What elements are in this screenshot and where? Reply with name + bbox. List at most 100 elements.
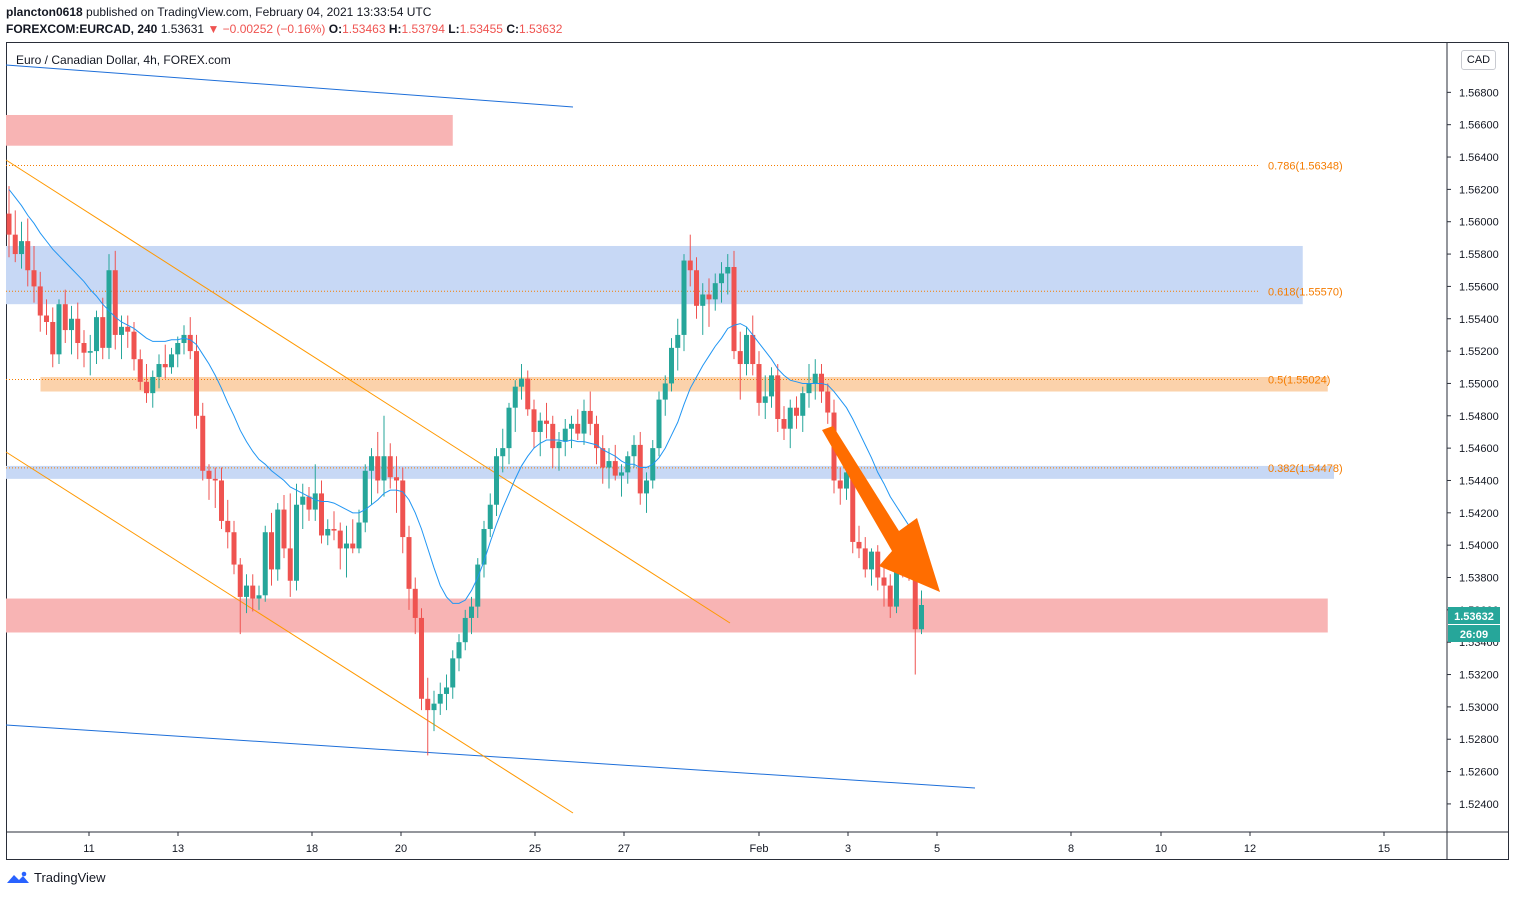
candle [12,210,18,263]
candle-body [356,522,362,549]
candle-body [262,532,268,596]
candle-body [294,504,299,581]
candle-body [712,283,718,300]
candle [487,493,493,538]
candle [344,525,349,578]
candle [44,299,49,335]
x-tick-label: 11 [83,843,94,855]
candle [775,364,781,432]
candle-body [500,448,506,457]
candle-body [225,520,231,533]
lower-trend-line [5,724,976,789]
candle-body [244,585,249,597]
x-tick-label: 3 [845,843,851,855]
chart-legend-title: Euro / Canadian Dollar, 4h, FOREX.com [16,53,231,67]
candle-body [337,530,343,549]
candle-body [331,528,337,531]
x-tick-label: 18 [306,843,318,855]
candle-body [319,493,324,536]
candle-body [594,423,599,449]
candle-body [862,548,868,570]
last-price: 1.53631 [160,22,205,36]
candle-body [706,294,712,300]
zone-support-3 [6,465,1334,479]
candle-body [662,383,668,400]
candle [537,412,543,457]
candle [756,351,762,416]
candle [437,682,443,715]
candle-body [150,376,156,394]
candle [19,221,24,269]
author[interactable]: plancton0618 [6,5,83,19]
candle [781,406,787,441]
x-tick-label: 5 [934,843,940,855]
candle-body [812,373,818,384]
candle-body [606,461,612,468]
candle-body [375,456,381,481]
y-tick-label: 1.56400 [1459,152,1499,164]
candle [525,370,531,416]
candle-body [119,326,124,335]
candle [300,483,306,529]
candle [506,402,512,465]
down-arrow-icon: ▼ [207,22,220,36]
y-tick-label: 1.54800 [1459,411,1499,423]
candle-body [494,456,499,505]
candle-body [581,410,587,434]
candle-body [431,703,437,711]
candle [462,609,468,651]
candle [287,493,293,597]
y-tick-label: 1.53200 [1459,670,1499,682]
candle-body [275,509,281,570]
y-tick-label: 1.54600 [1459,443,1499,455]
candle-body [631,444,637,457]
y-tick-label: 1.53800 [1459,573,1499,585]
candle [62,289,68,344]
candle-body [806,383,812,394]
candle [381,415,387,497]
candle [812,359,818,400]
candle-body [406,537,412,589]
x-tick-label: 12 [1244,843,1256,855]
x-tick-label: Feb [750,843,769,855]
candle-body [56,304,62,355]
candle [712,273,718,311]
candle-body [37,286,43,316]
y-tick-label: 1.55400 [1459,314,1499,326]
footer-brand[interactable]: TradingView [6,870,106,885]
candle-body [656,399,662,449]
candle-body [744,334,749,365]
fib-label-0: 0.786(1.56348) [1268,160,1343,172]
candle-body [175,343,181,355]
candle-body [44,315,49,322]
open-label: O: [328,22,343,36]
tradingview-logo-icon [7,871,29,883]
close-label: C: [506,22,519,36]
chart-frame[interactable] [6,42,1509,860]
candle-body [681,260,687,335]
candle-body [619,472,624,476]
candle [512,380,518,432]
candle [787,399,793,449]
candle-body [550,423,556,449]
candle [737,331,743,400]
price-tag-bg [1448,607,1500,624]
countdown-tag-value: 26:09 [1460,629,1488,641]
candle [256,585,262,610]
candle [375,431,381,494]
candle [825,383,831,424]
candle-body [537,420,543,432]
candle-body [719,273,724,284]
candle [556,431,562,471]
candle [456,634,462,672]
candle [325,519,331,546]
candle [31,245,37,303]
currency-button[interactable]: CAD [1461,50,1496,70]
candle-body [312,493,318,510]
candle [294,483,299,591]
candle [837,467,843,505]
candle [350,519,356,554]
candle [144,364,149,403]
candle-body [669,347,674,384]
